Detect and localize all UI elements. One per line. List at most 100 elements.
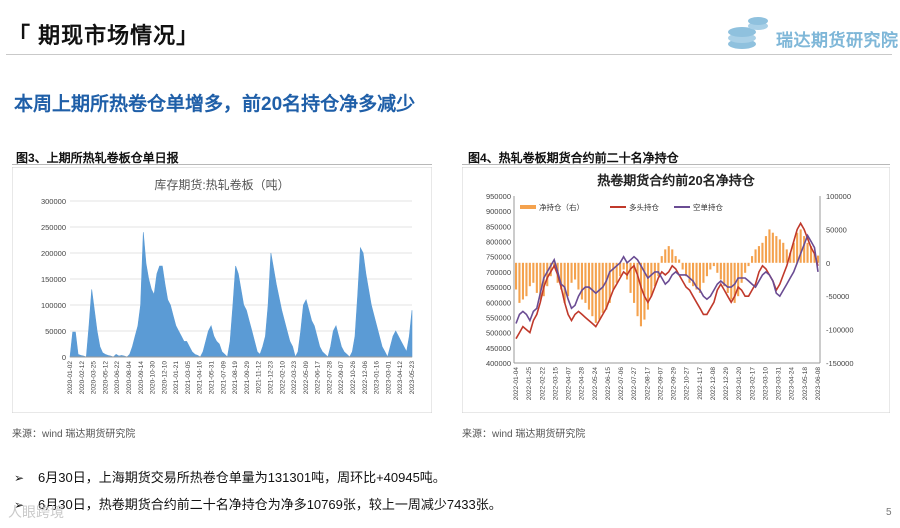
x-tick-label: 2022-04-28 <box>579 367 586 401</box>
net-position-bar <box>754 249 757 263</box>
net-position-bar <box>521 262 524 300</box>
net-position-bar <box>549 262 552 277</box>
net-position-bar <box>792 242 795 263</box>
y-tick-label: 50000 <box>45 327 66 336</box>
x-tick-label: 2022-09-07 <box>657 367 664 401</box>
y-left-tick-label: 450000 <box>486 344 511 353</box>
logo-text: 瑞达期货研究院 <box>776 31 899 50</box>
x-tick-label: 2020-02-12 <box>79 361 86 395</box>
net-position-bar <box>712 262 715 267</box>
x-tick-label: 2023-01-20 <box>736 367 743 401</box>
net-position-bar <box>806 242 809 263</box>
net-position-bar <box>525 262 528 297</box>
legend-swatch <box>520 205 536 209</box>
page-number: 5 <box>886 507 892 518</box>
x-tick-label: 2022-05-24 <box>592 367 599 401</box>
net-position-bar <box>740 262 743 283</box>
x-tick-label: 2021-12-23 <box>267 361 274 395</box>
legend-label: 多头持仓 <box>629 202 659 212</box>
net-position-bar <box>702 262 705 283</box>
x-tick-label: 2020-10-30 <box>150 361 157 395</box>
chart-title: 库存期货:热轧卷板（吨） <box>154 177 289 192</box>
x-tick-label: 2022-04-07 <box>566 367 573 401</box>
net-position-bar <box>695 262 698 290</box>
x-tick-label: 2023-05-18 <box>802 367 809 401</box>
x-tick-label: 2022-09-07 <box>338 361 345 395</box>
net-position-bar <box>546 262 549 287</box>
net-position-bar <box>518 262 521 303</box>
net-position-bar <box>817 255 820 263</box>
net-position-bar <box>799 229 802 263</box>
net-position-bar <box>685 262 688 277</box>
x-tick-label: 2023-05-23 <box>409 361 416 395</box>
net-position-bar <box>532 262 535 283</box>
net-position-bar <box>681 262 684 270</box>
x-tick-label: 2021-09-29 <box>244 361 251 395</box>
net-position-bar <box>674 256 677 263</box>
bullet-text: 6月30日，上海期货交易所热卷仓单量为131301吨，周环比+40945吨。 <box>38 470 446 485</box>
x-tick-label: 2022-10-27 <box>684 367 691 401</box>
net-position-bar <box>671 249 674 263</box>
x-tick-label: 2022-05-09 <box>303 361 310 395</box>
x-tick-label: 2020-06-22 <box>114 361 121 395</box>
x-tick-label: 2023-04-12 <box>397 361 404 395</box>
net-position-bar <box>577 262 580 290</box>
warehouse-receipt-chart: 库存期货:热轧卷板（吨） 300000 250000 200000 150000 1000… <box>12 167 432 413</box>
chart-title: 热卷期货合约前20名净持仓 <box>597 173 755 188</box>
watermark: 人眼跨境 <box>8 504 64 520</box>
net-position-bar <box>716 262 719 273</box>
bullet-item: ➢ 6月30日，上海期货交易所热卷仓单量为131301吨，周环比+40945吨。 <box>14 467 446 486</box>
y-left-tick-label: 950000 <box>486 192 511 201</box>
y-left-tick-label: 850000 <box>486 222 511 231</box>
y-tick-label: 200000 <box>41 249 66 258</box>
x-tick-label: 2021-03-05 <box>185 361 192 395</box>
net-position-bar <box>539 262 542 300</box>
arrow-bullet-icon: ➢ <box>14 471 25 485</box>
x-tick-label: 2020-09-14 <box>138 361 145 395</box>
x-tick-label: 2022-09-29 <box>671 367 678 401</box>
x-tick-label: 2020-05-12 <box>102 361 109 395</box>
net-position-bar <box>515 262 518 290</box>
y-left-tick-label: 700000 <box>486 268 511 277</box>
page-title: 「 期现市场情况」 <box>8 23 200 48</box>
net-position-bar <box>730 262 733 300</box>
figure4-divider <box>462 164 890 165</box>
net-position-bar <box>757 246 760 263</box>
y-right-tick-label: -150000 <box>826 359 854 368</box>
net-position-bar <box>650 262 653 297</box>
y-right-tick-label: -100000 <box>826 326 854 335</box>
net-position-bar <box>528 262 531 287</box>
x-tick-label: 2022-01-25 <box>526 367 533 401</box>
net-position-bar <box>657 262 660 277</box>
y-tick-label: 250000 <box>41 223 66 232</box>
x-tick-label: 2023-04-24 <box>789 367 796 401</box>
y-left-tick-label: 600000 <box>486 298 511 307</box>
net-position-bar <box>782 242 785 263</box>
x-tick-label: 2022-08-17 <box>644 367 651 401</box>
headline: 本周上期所热卷仓单增多，前20名持仓净多减少 <box>14 94 416 115</box>
x-tick-label: 2023-06-08 <box>815 367 822 401</box>
net-position-bar <box>778 239 781 263</box>
x-tick-label: 2021-04-16 <box>197 361 204 395</box>
net-position-bar <box>615 262 618 283</box>
net-position-bar <box>678 259 681 263</box>
x-tick-label: 2021-05-31 <box>209 361 216 395</box>
x-tick-label: 2020-12-10 <box>161 361 168 395</box>
net-position-bar <box>608 262 611 303</box>
net-position-bar <box>626 262 629 280</box>
net-position-bar <box>664 249 667 263</box>
x-tick-label: 2022-07-28 <box>326 361 333 395</box>
net-position-bar <box>612 262 615 290</box>
net-position-bar <box>709 262 712 270</box>
y-left-tick-label: 900000 <box>486 207 511 216</box>
net-position-bar <box>584 262 587 303</box>
net-position-bar <box>761 242 764 263</box>
net-position-bar <box>580 262 583 300</box>
net-position-bar <box>629 262 632 293</box>
x-tick-label: 2021-07-09 <box>220 361 227 395</box>
legend-label: 空单持仓 <box>693 202 723 212</box>
net-position-bar <box>726 262 729 293</box>
company-logo <box>728 17 768 49</box>
figure4-title: 图4、热轧卷板期货合约前二十名净持仓 <box>468 151 679 165</box>
y-left-tick-label: 750000 <box>486 253 511 262</box>
